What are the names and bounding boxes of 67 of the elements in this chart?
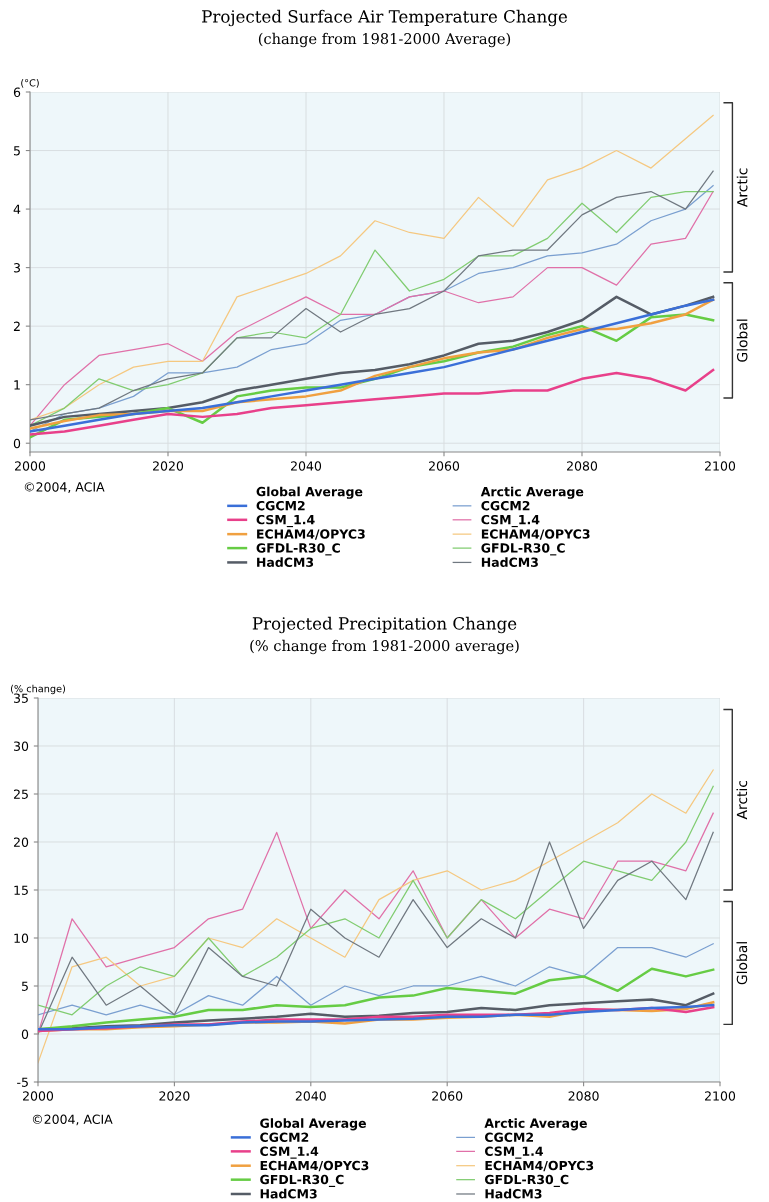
legend-label: CGCM2 [260,1132,309,1142]
x-tick-label: 2020 [153,461,184,471]
chart-title: Projected Surface Air Temperature Change [202,9,567,27]
text: Global Average [260,1118,366,1131]
legend-label: ECHAM4/OPYC3 [485,1160,594,1172]
legend-label: CGCM2 [484,1132,534,1142]
legend-label: ECHAM4/OPYC3 [481,529,590,540]
legend-label: HadCM3 [257,557,314,567]
x-tick-label: 2000 [23,1091,54,1101]
line-series [38,943,714,1016]
legend-label: CGCM2 [481,500,530,511]
x-tick-label: 2040 [295,1091,326,1101]
line-series [38,785,714,1016]
text: Arctic Average [484,1118,587,1131]
y-axis-title: (°C) [21,79,39,88]
legend-label: HadCM3 [485,1188,542,1199]
legend-label: GFDL-R30_C [481,543,565,556]
legend-label: CSM_1.4 [481,514,540,528]
legend-label: CGCM2 [256,500,305,511]
legend-label: GFDL-R30_C [484,1174,569,1187]
chart-subtitle: (% change from 1981-2000 average) [250,639,519,655]
y-tick-label: 0 [13,438,21,449]
y-tick-label: 1 [14,380,20,390]
chart-title: Projected Precipitation Change [252,616,517,634]
legend-label: HadCM3 [481,557,538,567]
text: Arctic [736,168,748,208]
y-tick-label: 10 [14,933,29,943]
y-tick-label: 5 [21,981,28,991]
x-tick-label: 2060 [429,461,460,471]
legend-label: HadCM3 [260,1188,317,1199]
legend-label: ECHAM4/OPYC3 [257,529,365,540]
text: Global Average [256,486,363,499]
legend-label: GFDL-R30_C [256,543,340,556]
text: Global [736,319,748,362]
x-tick-label: 2000 [15,461,46,471]
y-tick-label: 4 [13,204,21,214]
line-series [30,114,714,421]
line-series [30,368,715,436]
y-tick-label: -5 [17,1077,28,1087]
text: Arctic Average [480,486,584,499]
y-tick-label: 35 [14,693,28,703]
y-tick-label: 0 [21,1029,29,1039]
y-tick-label: 25 [13,789,28,799]
x-tick-label: 2100 [705,461,736,471]
y-tick-label: 20 [13,837,29,847]
text: Arctic [736,780,748,820]
y-tick-label: 6 [13,87,21,97]
y-tick-label: 3 [13,263,20,273]
chart-subtitle: (change from 1981-2000 Average) [258,32,511,48]
x-tick-label: 2040 [291,461,322,471]
x-tick-label: 2060 [432,1091,463,1101]
text: Global [736,942,748,985]
legend-label: CSM_1.4 [484,1146,544,1159]
x-tick-label: 2020 [159,1091,190,1101]
legend-label: GFDL-R30_C [260,1174,344,1187]
y-tick-label: 2 [13,321,20,331]
legend-label: CSM_1.4 [260,1146,319,1159]
x-tick-label: 2100 [705,1091,736,1101]
text: ©2004, ACIA [24,482,105,493]
y-tick-label: 5 [13,146,20,156]
y-tick-label: 30 [14,741,29,751]
legend-label: ECHAM4/OPYC3 [260,1160,369,1172]
y-tick-label: 15 [14,885,28,895]
x-tick-label: 2080 [567,461,598,471]
legend-label: CSM_1.4 [256,514,315,528]
x-tick-label: 2080 [568,1091,599,1101]
text: ©2004, ACIA [32,1114,113,1126]
